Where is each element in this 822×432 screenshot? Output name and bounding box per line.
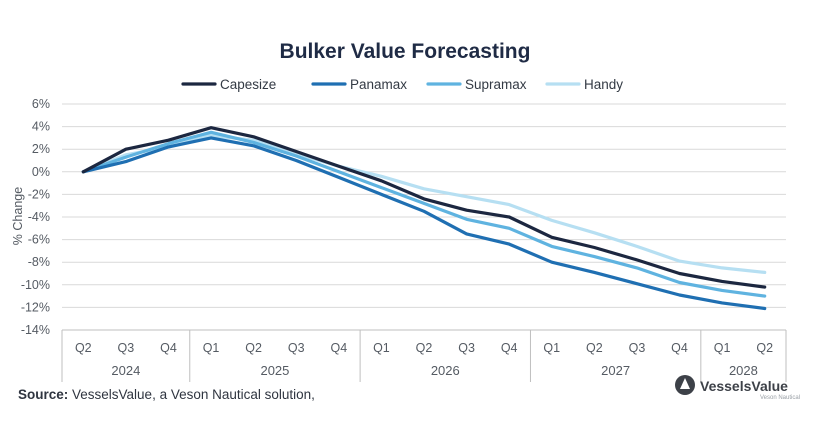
y-tick-label: 2% [32, 142, 50, 156]
y-tick-label: -8% [28, 255, 50, 269]
x-tick-label: Q2 [756, 341, 773, 355]
x-tick-label: Q3 [288, 341, 305, 355]
y-tick-label: -12% [21, 300, 50, 314]
x-tick-label: Q1 [543, 341, 560, 355]
legend-label: Supramax [465, 77, 527, 92]
brand-name: VesselsValue [700, 378, 788, 394]
legend-label: Panamax [350, 77, 407, 92]
source-label: Source: [18, 387, 68, 402]
x-tick-label: Q1 [373, 341, 390, 355]
gridlines [62, 103, 786, 331]
legend-label: Capesize [220, 77, 276, 92]
x-group-label: 2028 [729, 363, 758, 378]
brand-logo-mark [680, 378, 690, 389]
x-group-label: 2027 [601, 363, 630, 378]
y-tick-label: 6% [32, 97, 50, 111]
y-axis-title: % Change [11, 187, 25, 245]
x-tick-label: Q1 [714, 341, 731, 355]
x-tick-label: Q3 [458, 341, 475, 355]
x-tick-label: Q1 [203, 341, 220, 355]
y-tick-label: -4% [28, 210, 50, 224]
x-group-label: 2025 [260, 363, 289, 378]
x-group-label: 2026 [431, 363, 460, 378]
x-tick-label: Q3 [629, 341, 646, 355]
brand-tagline: Veson Nautical [760, 395, 800, 401]
legend-item-capesize: Capesize [181, 77, 276, 92]
y-tick-label: -6% [28, 233, 50, 247]
x-group-label: 2024 [111, 363, 140, 378]
legend-label: Handy [584, 77, 623, 92]
x-tick-label: Q4 [160, 341, 177, 355]
chart-title: Bulker Value Forecasting [280, 40, 531, 63]
series-line-panamax [81, 136, 767, 311]
series-line-supramax [81, 130, 767, 298]
x-tick-label: Q4 [671, 341, 688, 355]
legend: Capesize Panamax Supramax Handy [181, 77, 623, 92]
y-tick-label: 4% [32, 120, 50, 134]
series-line-capesize [81, 126, 767, 289]
series-lines [81, 126, 767, 311]
y-tick-label: -10% [21, 278, 50, 292]
x-tick-label: Q2 [75, 341, 92, 355]
source-text: VesselsValue, a Veson Nautical solution, [68, 387, 315, 402]
y-axis-ticks: 6% 4% 2% 0% -2% -4% -6% -8% -10% -12% -14% [21, 97, 50, 337]
x-tick-label: Q2 [245, 341, 262, 355]
y-tick-label: -14% [21, 323, 50, 337]
x-tick-label: Q2 [586, 341, 603, 355]
source-note: Source: VesselsValue, a Veson Nautical s… [18, 387, 315, 402]
legend-item-panamax: Panamax [311, 77, 407, 92]
y-tick-label: -2% [28, 187, 50, 201]
x-tick-label: Q3 [118, 341, 135, 355]
brand-logo: VesselsValue Veson Nautical [675, 375, 800, 401]
legend-item-handy: Handy [545, 77, 623, 92]
x-tick-label: Q4 [330, 341, 347, 355]
x-tick-label: Q4 [501, 341, 518, 355]
x-tick-label: Q2 [416, 341, 433, 355]
legend-item-supramax: Supramax [426, 77, 527, 92]
y-tick-label: 0% [32, 165, 50, 179]
x-axis: Q2 Q3 Q4 Q1 Q2 Q3 Q4 Q1 Q2 Q3 Q4 Q1 Q2 Q3 Q4 Q1 Q2 2024 20… [61, 329, 787, 382]
